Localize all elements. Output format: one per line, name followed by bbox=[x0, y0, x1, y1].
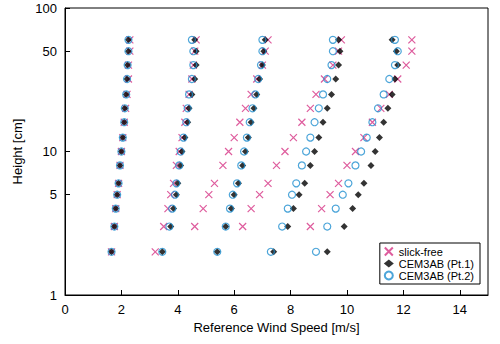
svg-text:0: 0 bbox=[61, 302, 68, 317]
svg-text:14: 14 bbox=[453, 302, 467, 317]
svg-text:4: 4 bbox=[174, 302, 181, 317]
svg-text:slick-free: slick-free bbox=[399, 246, 443, 258]
svg-text:CEM3AB (Pt.1): CEM3AB (Pt.1) bbox=[399, 258, 474, 270]
svg-text:100: 100 bbox=[35, 1, 57, 16]
svg-text:Height [cm]: Height [cm] bbox=[10, 119, 25, 185]
svg-text:8: 8 bbox=[287, 302, 294, 317]
svg-text:5: 5 bbox=[50, 187, 57, 202]
svg-text:1: 1 bbox=[50, 288, 57, 303]
svg-text:CEM3AB (Pt.2): CEM3AB (Pt.2) bbox=[399, 270, 474, 282]
svg-text:10: 10 bbox=[340, 302, 354, 317]
svg-text:12: 12 bbox=[396, 302, 410, 317]
svg-text:50: 50 bbox=[43, 44, 57, 59]
svg-text:6: 6 bbox=[231, 302, 238, 317]
svg-text:Reference Wind Speed [m/s]: Reference Wind Speed [m/s] bbox=[193, 320, 359, 335]
svg-text:10: 10 bbox=[43, 144, 57, 159]
svg-text:2: 2 bbox=[118, 302, 125, 317]
